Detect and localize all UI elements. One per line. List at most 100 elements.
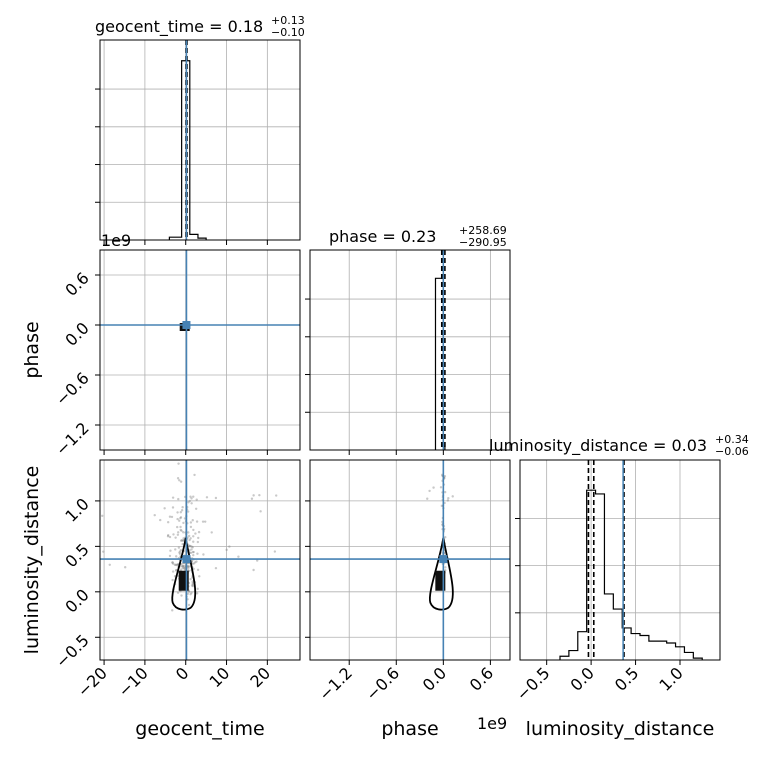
ld-vs-gt-sample	[188, 499, 192, 503]
ld-vs-gt-sample	[188, 545, 191, 548]
luminosity-distance-histogram-panel	[515, 459, 721, 665]
offset-text-geocent-time: 1e9	[101, 231, 131, 250]
ld-hist-frame	[519, 459, 721, 661]
ld-vs-phase-sample	[446, 499, 450, 502]
phase-vs-geocent-time-panel	[95, 249, 301, 455]
ld-vs-gt-sample	[181, 506, 184, 509]
ld-vs-gt-sample	[183, 565, 186, 568]
ld-vs-gt-sample	[210, 531, 213, 534]
ld-vs-gt-sample	[197, 530, 201, 534]
ld-vs-gt-sample	[193, 561, 197, 564]
ld-vs-phase-sample	[451, 495, 454, 498]
geocent-time-title-lower: −0.10	[271, 26, 305, 39]
ld-vs-gt-sample	[182, 531, 185, 534]
y-axis-label-luminosity-distance: luminosity_distance	[21, 466, 43, 655]
ld-vs-phase-sample	[439, 486, 443, 489]
x-axis-label-luminosity-distance: luminosity_distance	[526, 718, 715, 740]
ld-vs-gt-sample	[191, 546, 194, 549]
geocent-time-x-tick-label: −20	[74, 663, 111, 700]
ld-vs-gt-sample	[168, 535, 172, 539]
ld-vs-gt-sample	[176, 525, 179, 529]
ld-vs-gt-sample	[177, 497, 180, 501]
ld-vs-gt-sample	[192, 553, 195, 557]
ld-vs-gt-sample	[196, 540, 200, 544]
ld-vs-phase-sample	[432, 486, 435, 489]
ld-vs-gt-sample	[101, 514, 104, 518]
ld-vs-gt-sample	[202, 553, 205, 556]
ld-vs-gt-sample	[187, 603, 191, 607]
ld-vs-gt-sample	[178, 552, 182, 556]
ld-vs-phase-sample	[443, 490, 447, 494]
ld-vs-gt-sample	[173, 563, 177, 567]
ld-vs-gt-sample	[181, 564, 185, 568]
ld-vs-gt-sample	[193, 473, 196, 477]
ld-vs-gt-sample	[186, 592, 190, 596]
ld-vs-gt-sample	[175, 563, 179, 567]
luminosity-distance-y-tick-label: −0.5	[52, 631, 93, 672]
ld-vs-gt-sample	[196, 552, 199, 555]
ld-vs-gt-sample	[259, 510, 262, 513]
ld-vs-gt-sample	[192, 540, 195, 543]
ld-vs-gt-sample	[188, 544, 191, 547]
ld-vs-gt-sample	[194, 532, 197, 535]
ld-vs-gt-sample	[225, 548, 228, 552]
ld-vs-gt-sample	[180, 509, 184, 512]
ld-vs-gt-sample	[172, 533, 175, 536]
ld-vs-gt-sample	[180, 568, 183, 571]
ld-vs-gt-sample	[180, 539, 183, 542]
ld-vs-gt-sample	[189, 525, 193, 529]
ld-vs-gt-sample	[163, 507, 166, 510]
ld-vs-gt-sample	[168, 554, 172, 558]
ld-vs-gt-sample	[195, 498, 198, 501]
ld-vs-gt-sample	[214, 496, 218, 500]
offset-text-phase-x: 1e9	[477, 714, 507, 733]
ld-vs-gt-sample	[169, 549, 172, 552]
luminosity-distance-vs-phase-panel	[305, 459, 511, 665]
ld-vs-gt-sample	[192, 535, 195, 538]
ld-vs-gt-sample	[192, 562, 196, 565]
ld-vs-gt-sample	[190, 502, 193, 505]
ld-vs-gt-sample	[191, 582, 194, 585]
ld-vs-gt-sample	[196, 568, 200, 572]
ld-vs-gt-sample	[171, 561, 174, 564]
ld-vs-gt-sample	[175, 555, 178, 558]
phase-title-lower: −290.95	[459, 236, 507, 249]
ld-vs-gt-sample	[256, 559, 259, 562]
ld-vs-gt-sample	[179, 510, 183, 514]
ld-vs-gt-sample	[194, 507, 198, 510]
ld-vs-gt-sample	[171, 496, 175, 499]
ld-vs-gt-sample	[192, 495, 195, 498]
phase-x-tick-label: −0.6	[362, 663, 403, 704]
ld-vs-gt-sample	[187, 531, 190, 534]
luminosity-distance-x-tick-label: 0.5	[611, 663, 642, 694]
ld-vs-gt-sample	[179, 539, 183, 542]
ld-vs-gt-sample	[188, 565, 191, 568]
ld-vs-gt-sample	[171, 561, 174, 564]
ld-vs-gt-sample	[189, 577, 192, 581]
ld-vs-gt-sample	[179, 480, 183, 483]
ld-vs-gt-sample	[258, 493, 261, 497]
ld-vs-gt-sample	[182, 566, 186, 570]
ld-vs-gt-sample	[187, 590, 191, 593]
ld-vs-gt-sample	[174, 563, 178, 567]
ld-vs-gt-sample	[189, 521, 193, 524]
ld-vs-gt-sample	[178, 550, 182, 553]
ld-vs-gt-sample	[201, 520, 205, 523]
ld-vs-gt-sample	[195, 592, 199, 595]
geocent-time-title: geocent_time = 0.18	[95, 17, 263, 37]
ld-vs-gt-sample	[190, 545, 193, 548]
geocent-time-title-upper: +0.13	[271, 14, 305, 27]
x-axis-label-phase: phase	[381, 718, 438, 740]
luminosity-distance-y-tick-label: 0.5	[61, 540, 92, 571]
ld-vs-gt-sample	[171, 578, 174, 582]
ld-vs-gt-sample	[190, 584, 194, 587]
phase-x-tick-label: 0.6	[466, 663, 497, 694]
ld-vs-gt-sample	[179, 528, 182, 532]
ld-vs-gt-sample	[186, 565, 190, 568]
ld-vs-phase-sample	[428, 489, 431, 493]
ld-vs-gt-sample	[187, 501, 190, 504]
ld-vs-gt-sample	[181, 542, 184, 546]
ld-vs-gt-sample	[174, 569, 178, 572]
ld-vs-gt-sample	[273, 550, 277, 553]
